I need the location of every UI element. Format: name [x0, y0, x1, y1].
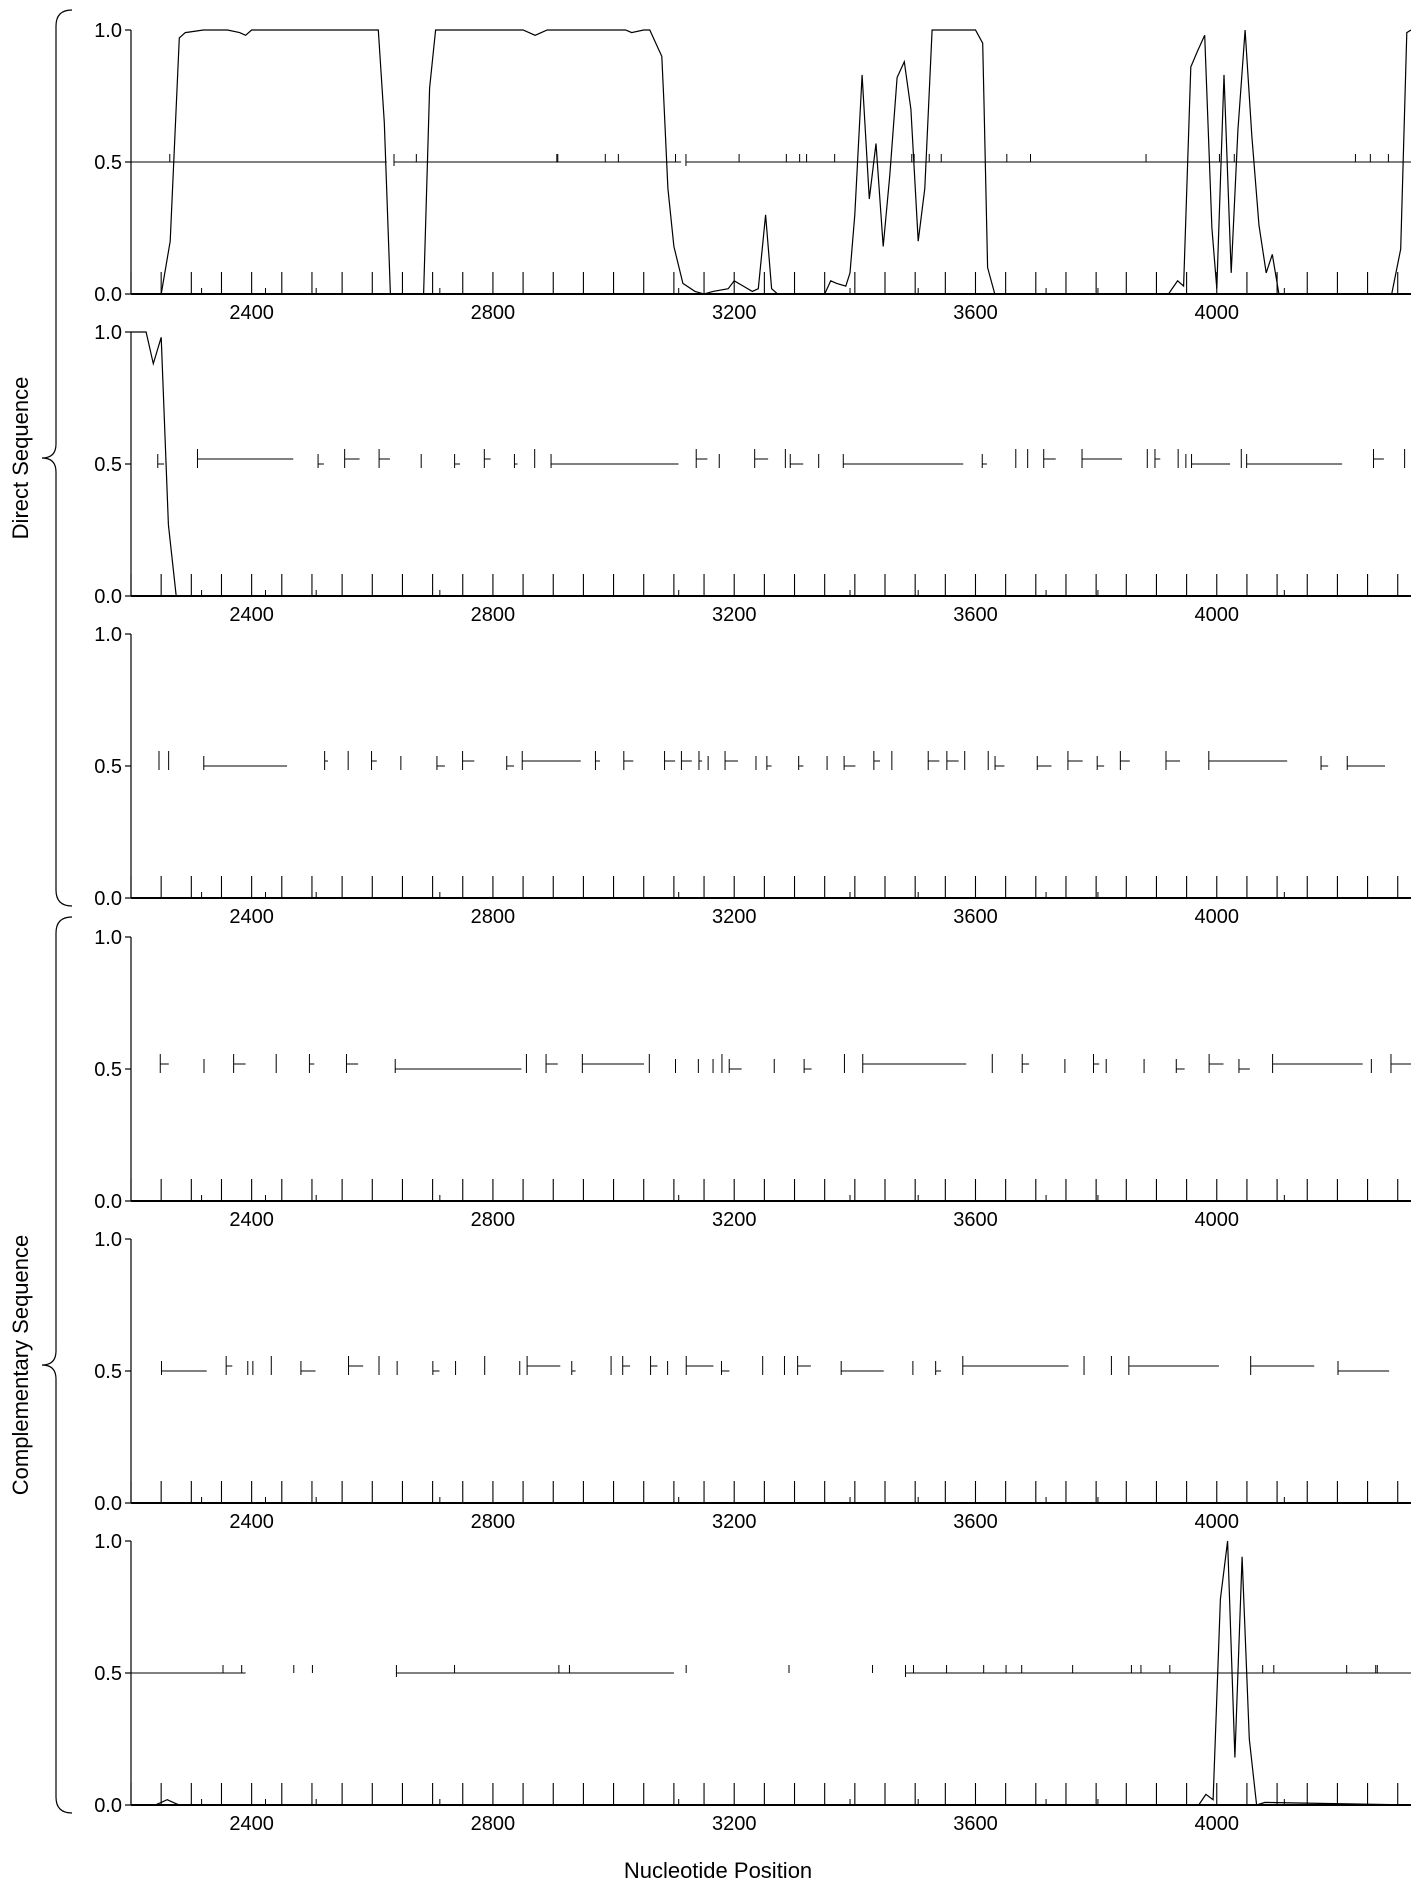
x-tick-label: 2400: [229, 1813, 274, 1835]
x-tick-label: 3200: [712, 604, 757, 626]
x-tick-label: 4000: [1195, 906, 1240, 928]
x-axis-label: Nucleotide Position: [624, 1858, 812, 1883]
x-tick-label: 2400: [229, 906, 274, 928]
panel-frame--3: 0.0 0.5 1.0 2400 2800 3200 3600 4000: [94, 1531, 1411, 1835]
x-tick-label: 3200: [712, 906, 757, 928]
group-brace: [41, 9, 73, 907]
y-tick-label: 0.5: [94, 1059, 122, 1081]
y-tick-label: 1.0: [94, 927, 122, 949]
y-tick-label: 0.0: [94, 888, 122, 910]
x-tick-label: 3200: [712, 302, 757, 324]
y-tick-label: 0.0: [94, 1191, 122, 1213]
y-tick-label: 0.5: [94, 152, 122, 174]
x-tick-label: 2800: [471, 906, 516, 928]
y-tick-label: 1.0: [94, 322, 122, 344]
x-tick-label: 3200: [712, 1511, 757, 1533]
panel-frame-2: 0.0 0.5 1.0 2400 2800 3200 3600 4000: [94, 322, 1411, 626]
x-tick-label: 3600: [953, 1209, 998, 1231]
x-tick-label: 4000: [1195, 302, 1240, 324]
y-tick-label: 1.0: [94, 1531, 122, 1553]
y-tick-label: 0.5: [94, 756, 122, 778]
coding-probability-line: [131, 331, 205, 597]
x-tick-label: 4000: [1195, 1209, 1240, 1231]
group-brace: [41, 916, 73, 1814]
x-tick-label: 2800: [471, 1813, 516, 1835]
x-tick-label: 4000: [1195, 604, 1240, 626]
y-tick-label: 0.0: [94, 1493, 122, 1515]
y-tick-label: 0.0: [94, 284, 122, 306]
x-tick-label: 2400: [229, 1511, 274, 1533]
coding-probability-line: [160, 29, 1411, 295]
x-tick-label: 2800: [471, 1209, 516, 1231]
x-tick-label: 3600: [953, 1813, 998, 1835]
group-label: Direct Sequence: [8, 377, 33, 540]
y-tick-label: 1.0: [94, 20, 122, 42]
x-tick-label: 3600: [953, 1511, 998, 1533]
x-tick-label: 3200: [712, 1209, 757, 1231]
panel-frame--2: 0.0 0.5 1.0 2400 2800 3200 3600 4000: [94, 1229, 1411, 1533]
group-direct: Direct Sequence: [8, 9, 73, 907]
y-tick-label: 1.0: [94, 1229, 122, 1251]
y-tick-label: 0.0: [94, 586, 122, 608]
x-tick-label: 2400: [229, 1209, 274, 1231]
y-tick-label: 0.5: [94, 1663, 122, 1685]
x-tick-label: 4000: [1195, 1511, 1240, 1533]
y-tick-label: 1.0: [94, 624, 122, 646]
y-tick-label: 0.5: [94, 1361, 122, 1383]
coding-probability-line: [131, 1540, 1411, 1806]
x-tick-label: 2800: [471, 1511, 516, 1533]
x-tick-label: 2800: [471, 604, 516, 626]
panel-frame-3: 0.0 0.5 1.0 2400 2800 3200 3600 4000: [94, 624, 1411, 928]
x-tick-label: 2400: [229, 604, 274, 626]
x-tick-label: 3600: [953, 604, 998, 626]
x-tick-label: 2400: [229, 302, 274, 324]
panel-frame--1: 0.0 0.5 1.0 2400 2800 3200 3600 4000: [94, 927, 1411, 1231]
group-label: Complementary Sequence: [8, 1235, 33, 1495]
y-tick-label: 0.0: [94, 1795, 122, 1817]
panels: 0.0 0.5 1.0 2400 2800 3200 3600 4000 0.0 0.5 1.0 24…: [94, 20, 1411, 1835]
x-tick-label: 3600: [953, 302, 998, 324]
sequence-groups: Direct Sequence Complementary Sequence: [8, 9, 73, 1814]
x-tick-label: 3200: [712, 1813, 757, 1835]
x-tick-label: 4000: [1195, 1813, 1240, 1835]
group-complementary: Complementary Sequence: [8, 916, 73, 1814]
x-tick-label: 3600: [953, 906, 998, 928]
panel-frame-1: 0.0 0.5 1.0 2400 2800 3200 3600 4000: [94, 20, 1411, 324]
x-tick-label: 2800: [471, 302, 516, 324]
y-tick-label: 0.5: [94, 454, 122, 476]
